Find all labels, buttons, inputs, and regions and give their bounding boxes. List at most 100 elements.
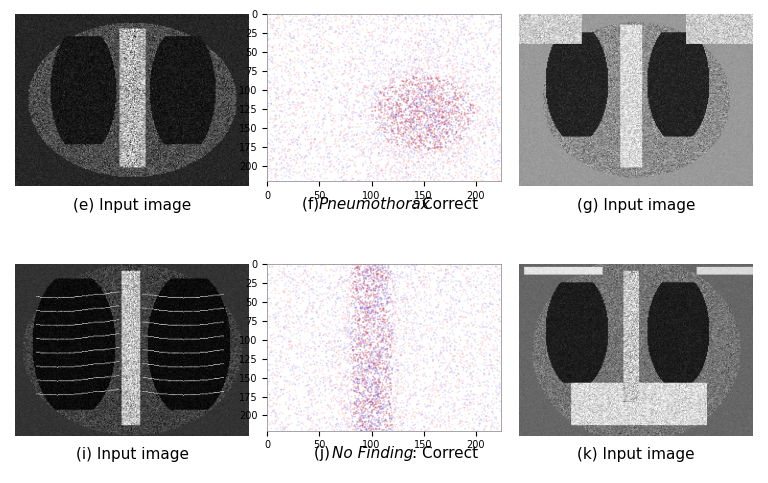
Point [384, 382, 396, 390]
Point [475, 324, 487, 331]
Point [314, 290, 326, 298]
Point [330, 348, 343, 356]
Point [441, 323, 453, 330]
Point [397, 130, 409, 138]
Point [376, 102, 389, 110]
Point [406, 140, 418, 147]
Point [407, 79, 419, 86]
Point [490, 416, 502, 424]
Point [435, 265, 447, 272]
Point [366, 108, 379, 115]
Point [379, 391, 392, 398]
Point [351, 343, 363, 351]
Point [442, 16, 455, 24]
Point [369, 355, 381, 362]
Point [449, 148, 461, 156]
Point [406, 78, 418, 85]
Point [356, 50, 369, 57]
Point [396, 416, 409, 424]
Point [419, 95, 432, 103]
Point [321, 37, 333, 44]
Point [349, 261, 361, 269]
Point [375, 332, 387, 340]
Point [351, 131, 363, 139]
Point [385, 386, 397, 394]
Point [378, 270, 390, 278]
Point [380, 393, 392, 400]
Point [386, 351, 398, 359]
Point [335, 400, 347, 408]
Point [466, 414, 478, 422]
Point [416, 343, 429, 351]
Point [350, 351, 362, 358]
Point [480, 86, 492, 94]
Point [378, 393, 390, 401]
Point [386, 278, 399, 286]
Point [353, 46, 366, 54]
Point [399, 122, 411, 129]
Point [283, 88, 296, 96]
Point [352, 382, 364, 390]
Point [470, 411, 482, 419]
Point [391, 270, 403, 278]
Point [429, 338, 442, 346]
Point [291, 350, 303, 358]
Point [276, 89, 288, 97]
Point [479, 398, 492, 406]
Point [454, 265, 466, 272]
Point [354, 130, 366, 138]
Point [320, 353, 333, 361]
Point [397, 399, 409, 407]
Point [300, 313, 313, 321]
Point [468, 41, 480, 49]
Point [267, 20, 280, 28]
Point [272, 84, 284, 92]
Point [390, 359, 402, 367]
Point [422, 57, 435, 65]
Point [433, 404, 445, 412]
Point [349, 52, 362, 60]
Point [349, 39, 362, 46]
Point [392, 317, 405, 325]
Point [335, 297, 347, 305]
Point [375, 353, 387, 361]
Point [361, 181, 373, 189]
Point [314, 298, 326, 305]
Point [424, 40, 436, 48]
Point [306, 410, 318, 417]
Point [359, 386, 371, 394]
Point [488, 372, 500, 380]
Point [484, 164, 496, 171]
Point [277, 288, 290, 296]
Point [382, 160, 395, 168]
Point [481, 65, 493, 73]
Point [366, 286, 378, 294]
Point [396, 84, 408, 92]
Point [328, 307, 340, 315]
Point [420, 414, 432, 422]
Point [419, 165, 432, 172]
Point [374, 364, 386, 372]
Point [372, 290, 384, 298]
Point [367, 170, 379, 177]
Point [308, 410, 320, 418]
Point [346, 110, 358, 117]
Point [428, 182, 440, 189]
Point [370, 85, 382, 93]
Point [434, 111, 446, 119]
Point [427, 97, 439, 104]
Point [434, 337, 446, 344]
Point [398, 403, 410, 411]
Point [338, 169, 350, 177]
Point [485, 35, 497, 43]
Point [475, 13, 488, 20]
Point [372, 315, 384, 323]
Point [387, 145, 399, 153]
Point [313, 272, 325, 280]
Point [386, 127, 399, 134]
Point [396, 335, 408, 342]
Point [307, 304, 319, 312]
Point [403, 118, 415, 126]
Point [389, 308, 402, 316]
Point [377, 290, 389, 298]
